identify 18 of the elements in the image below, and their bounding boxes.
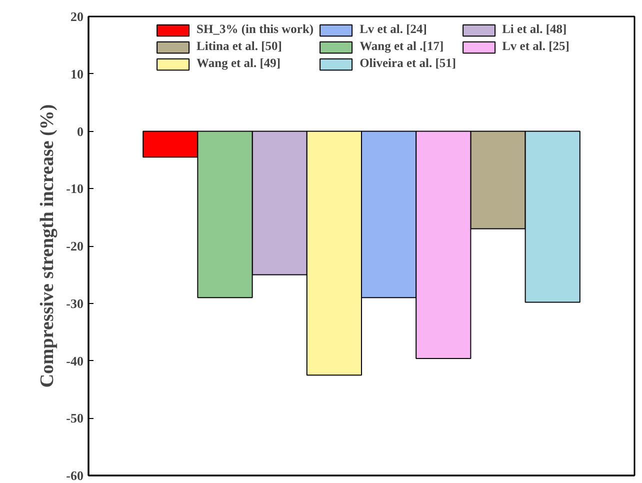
- legend-label: Litina et al. [50]: [196, 39, 282, 54]
- y-tick-label: -60: [66, 468, 84, 483]
- y-tick-label: -50: [66, 410, 84, 426]
- y-tick-label: 20: [70, 9, 84, 24]
- legend-label: Wang et al. [49]: [196, 56, 281, 71]
- legend-label: Wang et al .[17]: [360, 39, 444, 54]
- legend-label: SH_3% (in this work): [196, 22, 314, 37]
- y-tick-label: -40: [66, 353, 84, 368]
- y-tick-label: 0: [77, 124, 84, 139]
- y-tick-label: -30: [66, 296, 84, 311]
- legend-label: Lv et al. [24]: [360, 22, 427, 37]
- legend-label: Oliveira et al. [51]: [360, 56, 456, 71]
- y-tick-label: 10: [70, 66, 84, 82]
- y-axis-title: Compressive strength increase (%): [37, 104, 58, 388]
- legend-label: Lv et al. [25]: [502, 39, 570, 54]
- legend-label: Li et al. [48]: [502, 22, 567, 37]
- y-tick-label: -20: [66, 238, 84, 254]
- y-tick-label: -10: [66, 181, 84, 196]
